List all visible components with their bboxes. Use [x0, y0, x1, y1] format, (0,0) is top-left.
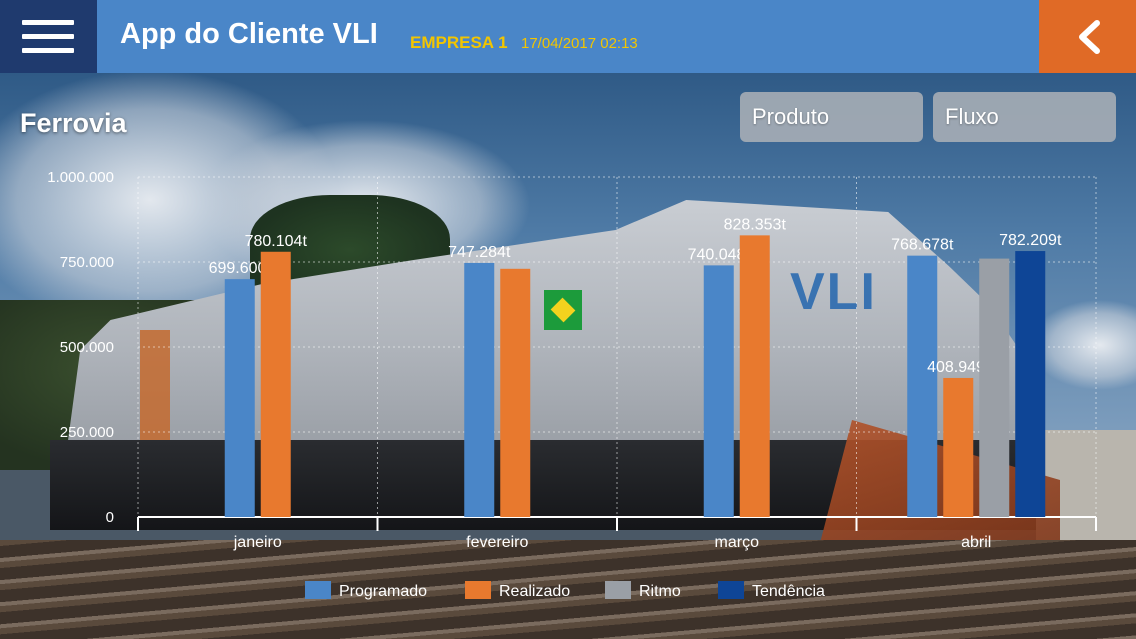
data-label: 408.949t — [927, 359, 990, 376]
app-header: App do Cliente VLI EMPRESA 1 17/04/2017 … — [0, 0, 1136, 73]
x-tick-label: fevereiro — [466, 534, 528, 551]
bar-programado — [703, 265, 734, 517]
produto-filter-button[interactable]: Produto — [740, 92, 923, 142]
legend-swatch — [605, 581, 631, 599]
section-title: Ferrovia — [20, 108, 127, 138]
chevron-left-icon — [1079, 20, 1100, 54]
data-label: 747.284t — [448, 244, 511, 261]
bar-realizado — [260, 251, 291, 517]
last-update-datetime: 17/04/2017 02:13 — [521, 35, 638, 52]
legend-label: Programado — [339, 583, 427, 600]
data-label: 780.104t — [245, 233, 308, 250]
bar-programado — [224, 279, 255, 517]
data-label: 782.209t — [999, 232, 1062, 249]
bar-realizado — [739, 235, 770, 517]
data-label: 699.600t — [209, 260, 272, 277]
legend-swatch — [718, 581, 744, 599]
x-tick-label: janeiro — [233, 534, 282, 551]
data-label: 828.353t — [724, 216, 787, 233]
back-button[interactable] — [1039, 0, 1136, 73]
x-tick-label: março — [715, 534, 760, 551]
bar-programado — [907, 255, 938, 517]
y-tick-label: 0 — [106, 509, 114, 526]
legend-label: Tendência — [752, 583, 825, 600]
bar-tendencia — [1015, 251, 1046, 517]
menu-button[interactable] — [0, 0, 97, 73]
company-name: EMPRESA 1 — [410, 33, 508, 52]
fluxo-filter-button[interactable]: Fluxo — [933, 92, 1116, 142]
y-tick-label: 500.000 — [60, 339, 114, 356]
legend-swatch — [305, 581, 331, 599]
bar-realizado — [500, 268, 531, 517]
bar-programado — [464, 262, 495, 517]
y-tick-label: 250.000 — [60, 424, 114, 441]
bar-ritmo — [979, 258, 1010, 517]
legend-swatch — [465, 581, 491, 599]
data-label: 740.048t — [688, 246, 751, 263]
y-tick-label: 750.000 — [60, 254, 114, 271]
x-tick-label: abril — [961, 534, 991, 551]
app-title: App do Cliente VLI — [120, 18, 378, 50]
legend-label: Ritmo — [639, 583, 681, 600]
y-tick-label: 1.000.000 — [47, 169, 114, 186]
bar-realizado — [943, 377, 974, 517]
data-label: 768.678t — [891, 237, 954, 254]
legend-label: Realizado — [499, 583, 570, 600]
